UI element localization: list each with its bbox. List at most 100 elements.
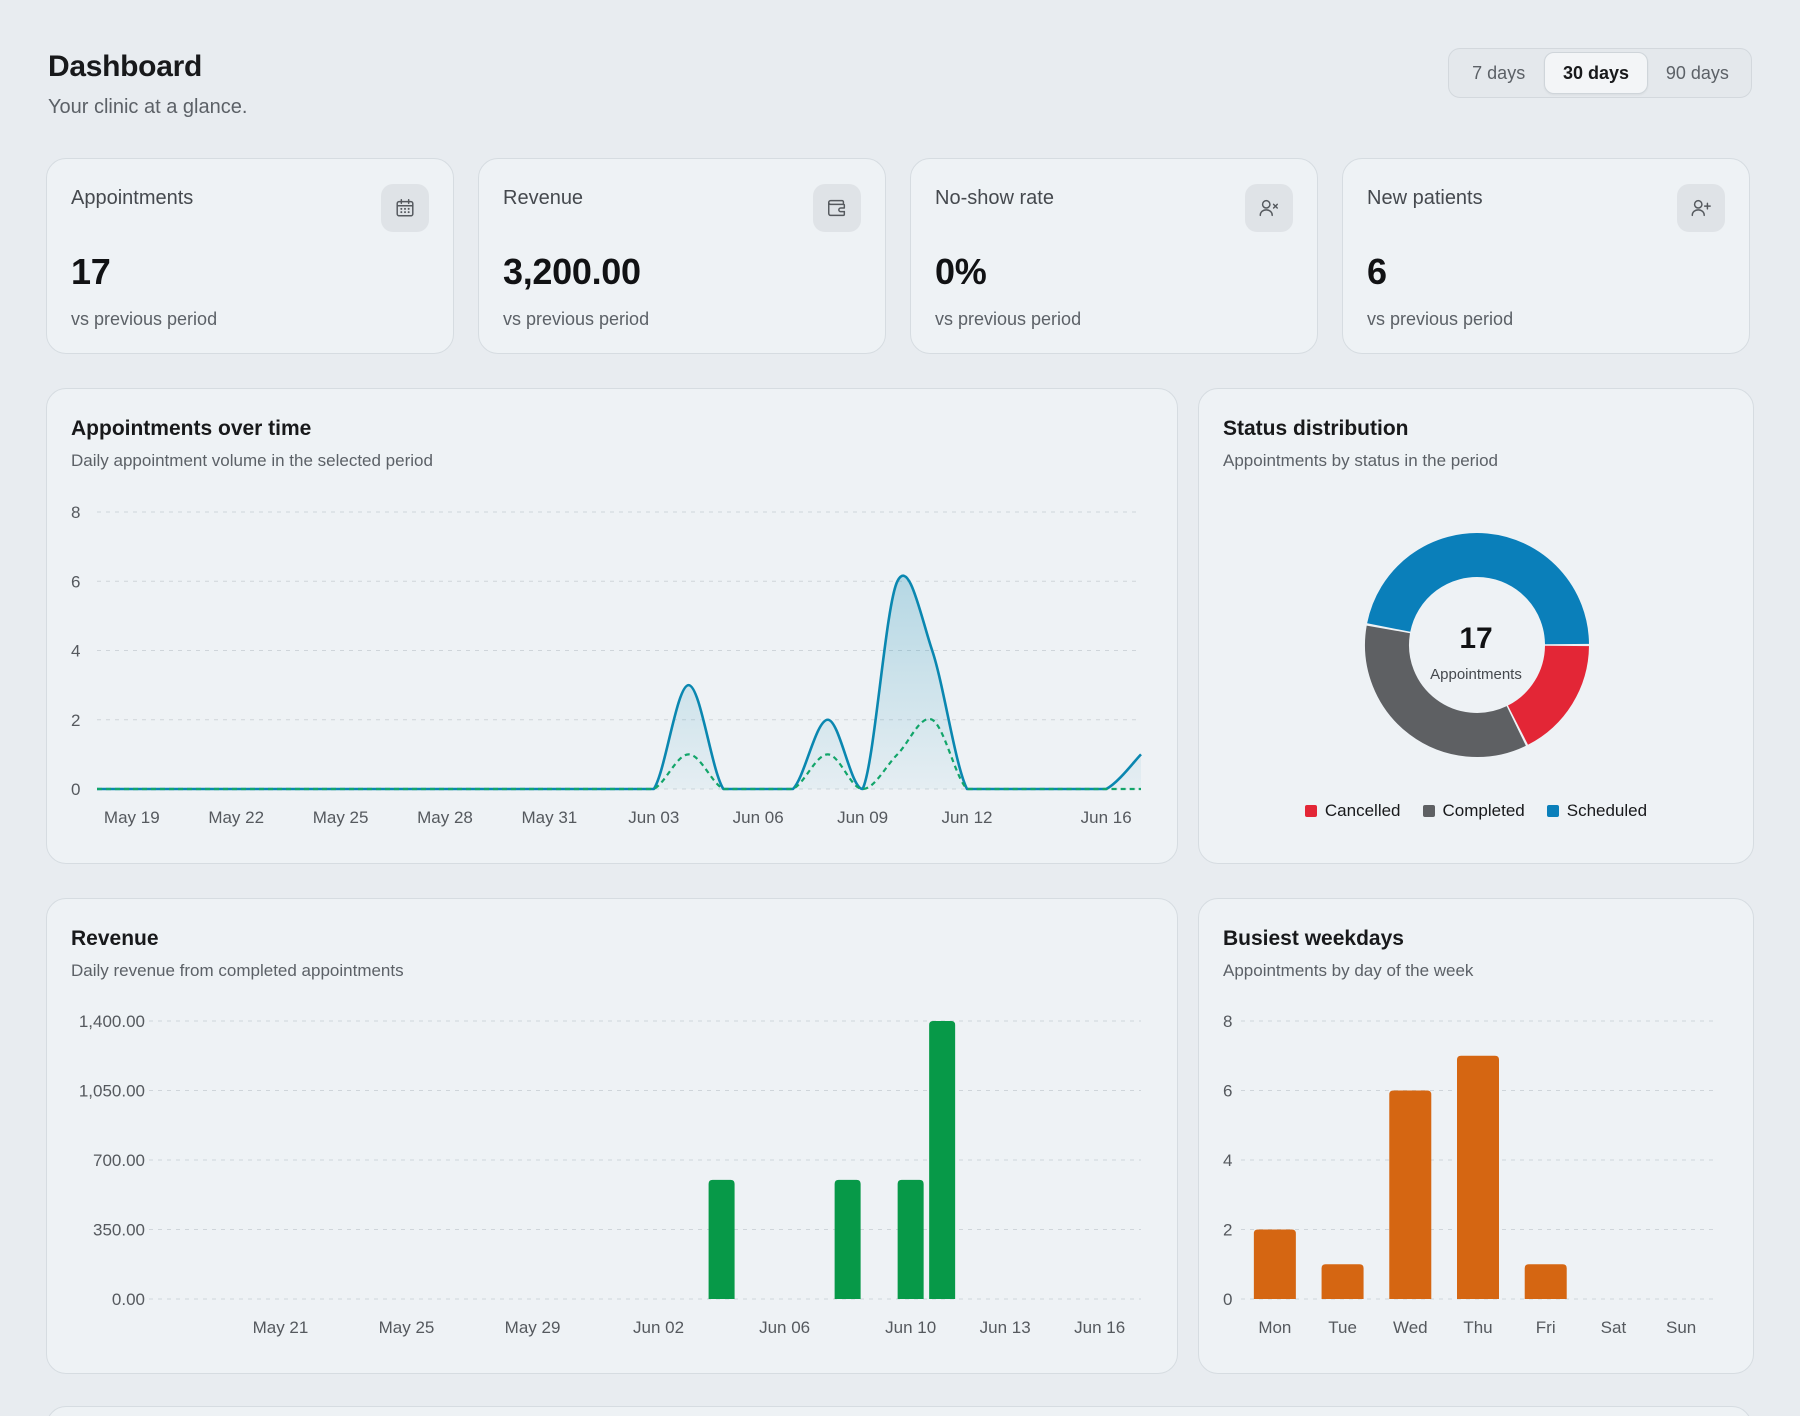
kpi-label: New patients [1367, 187, 1483, 209]
y-tick-label: 4 [1223, 1151, 1232, 1170]
donut-slice-completed [1365, 625, 1526, 757]
legend-label: Scheduled [1566, 801, 1648, 820]
kpi-value: 3,200.00 [503, 251, 641, 292]
kpi-label: Revenue [503, 187, 584, 209]
x-tick-label: Sun [1666, 1318, 1696, 1337]
card-subtitle: Daily revenue from completed appointment… [71, 961, 404, 980]
x-tick-label: Jun 13 [980, 1318, 1031, 1337]
y-tick-label: 6 [1223, 1082, 1232, 1101]
y-tick-label: 0 [1223, 1290, 1232, 1309]
donut-slice-cancelled [1507, 644, 1589, 745]
wallet-icon [813, 184, 861, 232]
x-tick-label: May 25 [379, 1318, 435, 1337]
donut-slice-scheduled [1367, 533, 1589, 646]
y-tick-label: 350.00 [93, 1221, 145, 1240]
kpi-sub: vs previous period [935, 309, 1082, 329]
kpi-sub: vs previous period [1367, 309, 1514, 329]
user-x-icon [1245, 184, 1293, 232]
x-tick-label: Jun 16 [1074, 1318, 1125, 1337]
y-tick-label: 8 [1223, 1012, 1232, 1031]
legend-swatch [1304, 805, 1317, 817]
legend-item-cancelled: Cancelled [1304, 801, 1401, 821]
y-tick-label: 6 [71, 572, 80, 591]
x-tick-label: Mon [1258, 1318, 1291, 1337]
y-tick-label: 8 [71, 503, 80, 522]
revenue-bar [708, 1179, 735, 1299]
kpi-card-appointments: Appointments 17 vs previous period [46, 158, 454, 354]
x-tick-label: Jun 12 [941, 808, 992, 827]
kpi-card-new-patients: New patients 6 vs previous period [1342, 158, 1750, 354]
series-area [97, 575, 1141, 789]
kpi-label: No-show rate [935, 187, 1054, 209]
x-tick-label: Sat [1601, 1318, 1627, 1337]
kpi-value: 6 [1367, 251, 1387, 292]
kpi-value: 17 [71, 251, 111, 292]
y-tick-label: 1,050.00 [79, 1082, 145, 1101]
kpi-sub: vs previous period [71, 309, 218, 329]
weekday-bar-chart: 0 2 4 6 8 Mon Tue Wed Thu Fri Sat Sun [1223, 1012, 1715, 1337]
revenue-bar [897, 1179, 924, 1299]
appointments-line-chart: 0 2 4 6 8 May 19 May 22 May 25 May 28 May 31 Jun 0… [71, 503, 1142, 827]
card-subtitle: Daily appointment volume in the selected… [71, 451, 433, 470]
legend-item-scheduled: Scheduled [1546, 801, 1648, 821]
page-title: Dashboard [48, 50, 202, 83]
weekday-bar-thu [1457, 1055, 1499, 1299]
x-tick-label: May 31 [522, 808, 578, 827]
card-title: Appointments over time [71, 417, 312, 440]
weekday-bar-wed [1389, 1090, 1432, 1299]
x-tick-label: May 29 [505, 1318, 561, 1337]
weekday-bar-fri [1524, 1264, 1567, 1299]
x-tick-label: May 28 [417, 808, 473, 827]
x-tick-label: May 22 [208, 808, 264, 827]
weekday-bar-tue [1321, 1264, 1364, 1299]
y-tick-label: 700.00 [93, 1151, 145, 1170]
y-tick-label: 2 [1223, 1221, 1232, 1240]
appointments-chart-card: Appointments over time Daily appointment… [46, 388, 1178, 864]
card-subtitle: Appointments by status in the period [1223, 451, 1498, 470]
y-tick-label: 1,400.00 [79, 1012, 145, 1031]
donut-center-label: Appointments [1430, 666, 1522, 683]
y-tick-label: 2 [71, 711, 80, 730]
status-chart-card: Status distribution Appointments by stat… [1198, 388, 1754, 864]
donut-center-value: 17 [1459, 622, 1493, 655]
card-title: Revenue [71, 927, 159, 950]
y-tick-label: 4 [71, 642, 80, 661]
x-tick-label: Jun 03 [628, 808, 679, 827]
x-tick-label: Wed [1393, 1318, 1428, 1337]
next-card [46, 1406, 1752, 1416]
weekday-bar-mon [1253, 1229, 1296, 1299]
revenue-bar-chart: 0.00 350.00 700.00 1,050.00 1,400.00 May 21 Ma… [79, 1012, 1141, 1337]
x-tick-label: Jun 10 [885, 1318, 936, 1337]
revenue-bar [834, 1179, 861, 1299]
range-7-days-button[interactable]: 7 days [1472, 62, 1526, 83]
kpi-value: 0% [935, 251, 987, 292]
kpi-sub: vs previous period [503, 309, 650, 329]
legend-swatch [1546, 805, 1559, 817]
y-tick-label: 0 [71, 780, 80, 799]
x-tick-label: May 25 [313, 808, 369, 827]
x-tick-label: Jun 16 [1081, 808, 1132, 827]
x-tick-label: Jun 02 [633, 1318, 684, 1337]
page-subtitle: Your clinic at a glance. [48, 96, 248, 118]
card-title: Status distribution [1223, 417, 1409, 440]
user-plus-icon [1677, 184, 1725, 232]
legend-item-completed: Completed [1422, 801, 1525, 821]
x-tick-label: May 19 [104, 808, 160, 827]
weekday-chart-card: Busiest weekdays Appointments by day of … [1198, 898, 1754, 1374]
range-90-days-button[interactable]: 90 days [1665, 62, 1729, 83]
x-tick-label: Fri [1536, 1318, 1556, 1337]
series-line-completed [97, 717, 1141, 791]
revenue-chart-card: Revenue Daily revenue from completed app… [46, 898, 1178, 1374]
range-30-days-button[interactable]: 30 days [1544, 52, 1648, 94]
revenue-bar [929, 1021, 956, 1299]
x-tick-label: Jun 06 [759, 1318, 810, 1337]
legend-swatch [1422, 805, 1435, 817]
x-tick-label: May 21 [253, 1318, 309, 1337]
legend-label: Completed [1442, 801, 1525, 820]
series-line-total [97, 574, 1142, 791]
status-legend: Cancelled Completed Scheduled [1199, 801, 1753, 821]
y-tick-label: 0.00 [112, 1290, 145, 1309]
x-tick-label: Tue [1328, 1318, 1357, 1337]
x-tick-label: Thu [1463, 1318, 1492, 1337]
status-donut-chart [1365, 533, 1589, 757]
